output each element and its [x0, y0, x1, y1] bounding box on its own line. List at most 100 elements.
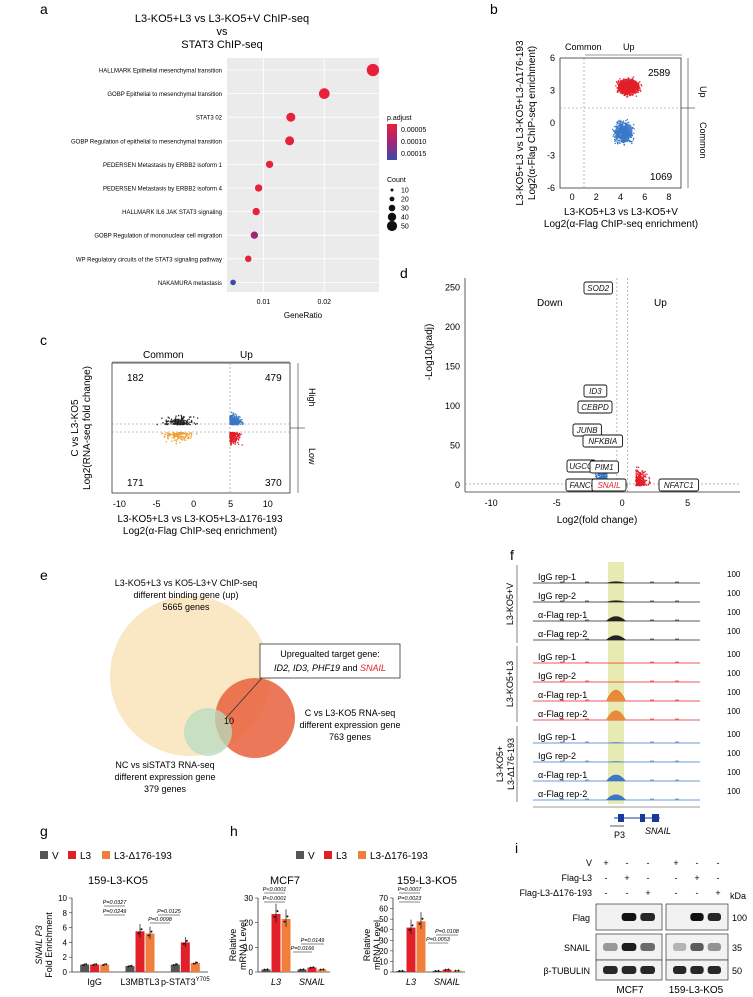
g-y-tick: 8: [63, 909, 68, 918]
panel-b-point-common: [624, 136, 627, 138]
panel-b-point-up: [627, 92, 629, 95]
panel-b-point-common: [630, 129, 633, 131]
panel-b-point-up: [630, 81, 632, 84]
panel-b-point-up: [631, 87, 633, 90]
h-left-category: L3: [271, 977, 281, 987]
panel-b-point-up: [628, 92, 631, 95]
g-dot: [137, 932, 140, 935]
panel-b-point-common: [624, 138, 626, 141]
g-dot: [140, 928, 143, 931]
h-left-y-tick: 30: [244, 894, 253, 903]
panel-d-point-up: [635, 474, 637, 476]
panel-c-point-up-high: [230, 417, 232, 420]
panel-c-point-common-low: [174, 435, 177, 437]
panel-c-point-up-low: [233, 439, 236, 442]
panel-c-point-up-high: [233, 422, 236, 425]
gene-label: SOD2: [587, 284, 609, 293]
wb-sign: -: [717, 873, 720, 883]
panel-b-point-common: [620, 128, 622, 130]
panel-b-point-common: [628, 138, 630, 140]
panel-d-point-up: [643, 481, 645, 484]
panel-a-term-label: HALLMARK Epithelial mesenchymal transiti…: [99, 69, 222, 75]
panel-c-point-up-low: [236, 434, 239, 437]
panel-b-point-up: [618, 88, 620, 90]
g-dot: [127, 965, 130, 968]
panel-b-point-up: [626, 93, 628, 95]
panel-c-point-common-high: [174, 418, 177, 420]
panel-d-y-label: -Log10(padj): [424, 324, 435, 381]
panel-c-point-common-high: [173, 419, 175, 422]
panel-b-point-common: [615, 136, 617, 138]
track-noise: [585, 619, 589, 621]
panel-b-point-common: [623, 130, 625, 132]
panel-b-point-common: [624, 140, 626, 142]
panel-b-point-common: [629, 133, 631, 136]
panel-b-point-up: [620, 84, 623, 87]
panel-c-point-up-high: [239, 416, 241, 418]
panel-d-point-up: [638, 475, 641, 477]
legend-swatch: [68, 851, 76, 859]
panel-b-point-common: [626, 135, 628, 138]
panel-b-point-up: [622, 91, 625, 93]
panel-b-point-common: [614, 135, 617, 137]
panel-d-point-down: [596, 476, 598, 478]
panel-d-point-down: [598, 472, 600, 475]
h-right-bar: [432, 970, 442, 972]
panel-b-point-up: [630, 87, 633, 89]
gene-label: NFATC1: [664, 481, 694, 490]
panel-b-point-up: [637, 83, 640, 85]
panel-b-point-common: [617, 125, 619, 127]
panel-b-point-common: [618, 134, 621, 136]
panel-c-point-up-low: [235, 439, 238, 441]
h-right-dot: [454, 969, 457, 972]
wb-band: [673, 943, 687, 951]
panel-b-point-up: [633, 82, 636, 84]
g-dot: [147, 934, 150, 937]
panel-c-point-up-high: [239, 420, 242, 423]
panel-d-point-up: [648, 476, 650, 479]
panel-d-point-up: [647, 483, 650, 485]
panel-c-point-common-high: [196, 417, 199, 419]
panel-b-point-common: [617, 142, 619, 144]
panel-b-point-common: [628, 124, 630, 126]
panel-b-point-up: [633, 83, 635, 86]
panel-c-point-common-low: [187, 437, 190, 440]
panel-d-point-down: [600, 474, 603, 476]
panel-b-point-up: [628, 91, 630, 94]
panel-c-point-common-high: [175, 421, 177, 424]
panel-d-point-up: [637, 471, 639, 473]
panel-b-point-up: [616, 90, 619, 92]
panel-b-point-up: [621, 91, 623, 93]
panel-d-point-up: [639, 478, 642, 481]
panel-d-point-down: [600, 477, 603, 479]
g-dot: [102, 963, 105, 966]
panel-a-term-label: PEDERSEN Metastasis by ERBB2 isoform 1: [103, 163, 223, 169]
panel-c-point-up-low: [239, 435, 241, 437]
panel-a-dot: [230, 279, 236, 286]
gene-label: NFKBIA: [588, 437, 617, 446]
padj-legend-value-2: 0.00010: [401, 139, 426, 146]
panel-b-point-common: [620, 129, 622, 132]
panel-c-point-common-low: [179, 435, 181, 438]
panel-b-point-common: [629, 124, 631, 126]
panel-a-term-label: PEDERSEN Metastasis by ERBB2 isoform 4: [103, 187, 223, 193]
track-noise: [675, 619, 679, 621]
wb-sign: -: [626, 858, 629, 868]
panel-d-point-up: [637, 480, 640, 482]
panel-d-point-up: [637, 471, 640, 474]
panel-b-point-up: [629, 80, 632, 83]
panel-c-point-common-high: [165, 423, 167, 425]
h-right-dot: [411, 924, 414, 927]
panel-b-point-up: [616, 87, 618, 89]
panel-b-point-common: [613, 129, 615, 132]
panel-a-term-label: GOBP Regulation of mononuclear cell migr…: [94, 234, 222, 240]
panel-b-point-common: [623, 140, 625, 142]
panel-c-point-up-low: [237, 441, 239, 444]
panel-c-point-up-low: [230, 432, 233, 435]
venn-set3-line-1: NC vs siSTAT3 RNA-seq: [115, 760, 214, 770]
h-left-dot: [319, 968, 322, 971]
panel-c-point-common-high: [167, 416, 169, 418]
panel-c-point-common-low: [189, 432, 191, 435]
panel-d-x-tick: 0: [620, 498, 625, 508]
panel-b-point-common: [612, 133, 615, 136]
